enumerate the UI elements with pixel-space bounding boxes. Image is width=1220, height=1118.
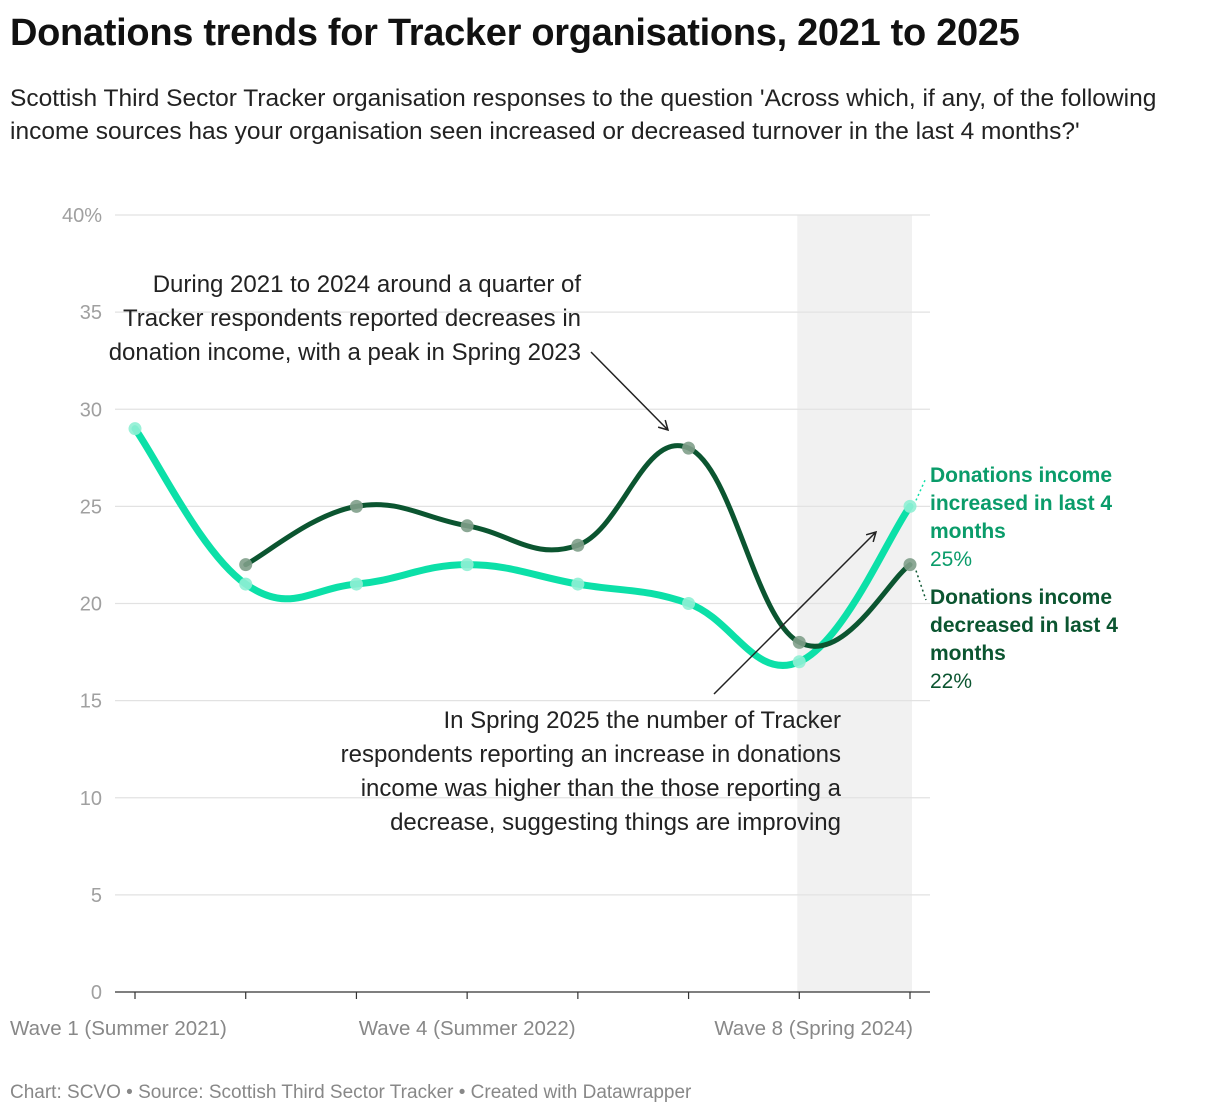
y-axis: 0 5 10 15 20 25 30 35 40% bbox=[62, 205, 102, 1004]
data-point-decreased bbox=[792, 635, 806, 649]
x-tick-label: Wave 1 (Summer 2021) bbox=[10, 1017, 227, 1040]
annotation-arrows bbox=[590, 351, 878, 695]
y-tick-label: 0 bbox=[91, 982, 102, 1004]
data-point-decreased bbox=[239, 558, 253, 572]
data-point-increased bbox=[571, 577, 585, 591]
series-value-decreased: 22% bbox=[930, 670, 973, 693]
connector-decreased bbox=[915, 570, 927, 601]
gridlines bbox=[115, 214, 930, 993]
chart-title: Donations trends for Tracker organisatio… bbox=[10, 12, 1020, 54]
y-tick-label: 10 bbox=[80, 788, 102, 810]
data-point-increased bbox=[903, 499, 917, 513]
annotation-arrow-increase bbox=[713, 530, 878, 695]
y-tick-label: 15 bbox=[80, 691, 102, 713]
annotation-decreases: During 2021 to 2024 around a quarter of … bbox=[108, 271, 581, 366]
series-points bbox=[128, 422, 917, 669]
connector-increased bbox=[915, 477, 927, 501]
annotation-arrow-decreases bbox=[590, 351, 670, 432]
series-line-increased bbox=[131, 425, 914, 669]
data-point-decreased bbox=[571, 538, 585, 552]
y-tick-label: 40% bbox=[62, 205, 102, 227]
data-point-decreased bbox=[349, 499, 363, 513]
x-axis: Wave 1 (Summer 2021) Wave 4 (Summer 2022)… bbox=[10, 992, 913, 1040]
y-tick-label: 5 bbox=[91, 885, 102, 907]
x-tick-label: Wave 8 (Spring 2024) bbox=[714, 1017, 913, 1040]
series-name-increased: Donations income increased in last 4 mon… bbox=[930, 464, 1113, 543]
data-point-increased bbox=[460, 558, 474, 572]
series-name-decreased: Donations income decreased in last 4 mon… bbox=[930, 586, 1118, 665]
series-label-decreased: Donations income decreased in last 4 mon… bbox=[930, 584, 1160, 696]
y-tick-label: 35 bbox=[80, 302, 102, 324]
y-tick-label: 20 bbox=[80, 594, 102, 616]
series-lines bbox=[131, 425, 914, 669]
chart-subtitle: Scottish Third Sector Tracker organisati… bbox=[10, 85, 1157, 145]
y-tick-label: 25 bbox=[80, 496, 102, 518]
annotation-increase: In Spring 2025 the number of Tracker res… bbox=[340, 707, 841, 836]
data-point-increased bbox=[682, 597, 696, 610]
x-tick-label: Wave 4 (Summer 2022) bbox=[359, 1017, 576, 1040]
label-connectors bbox=[915, 477, 927, 601]
data-point-decreased bbox=[460, 519, 474, 533]
data-point-increased bbox=[792, 655, 806, 669]
data-point-increased bbox=[349, 577, 363, 591]
data-point-increased bbox=[239, 577, 253, 591]
data-point-decreased bbox=[903, 558, 917, 572]
y-tick-label: 30 bbox=[80, 399, 102, 421]
series-value-increased: 25% bbox=[930, 548, 973, 571]
data-point-increased bbox=[128, 422, 142, 436]
data-point-decreased bbox=[682, 441, 696, 455]
chart-footer: Chart: SCVO • Source: Scottish Third Sec… bbox=[10, 1082, 692, 1103]
series-label-increased: Donations income increased in last 4 mon… bbox=[930, 462, 1160, 574]
